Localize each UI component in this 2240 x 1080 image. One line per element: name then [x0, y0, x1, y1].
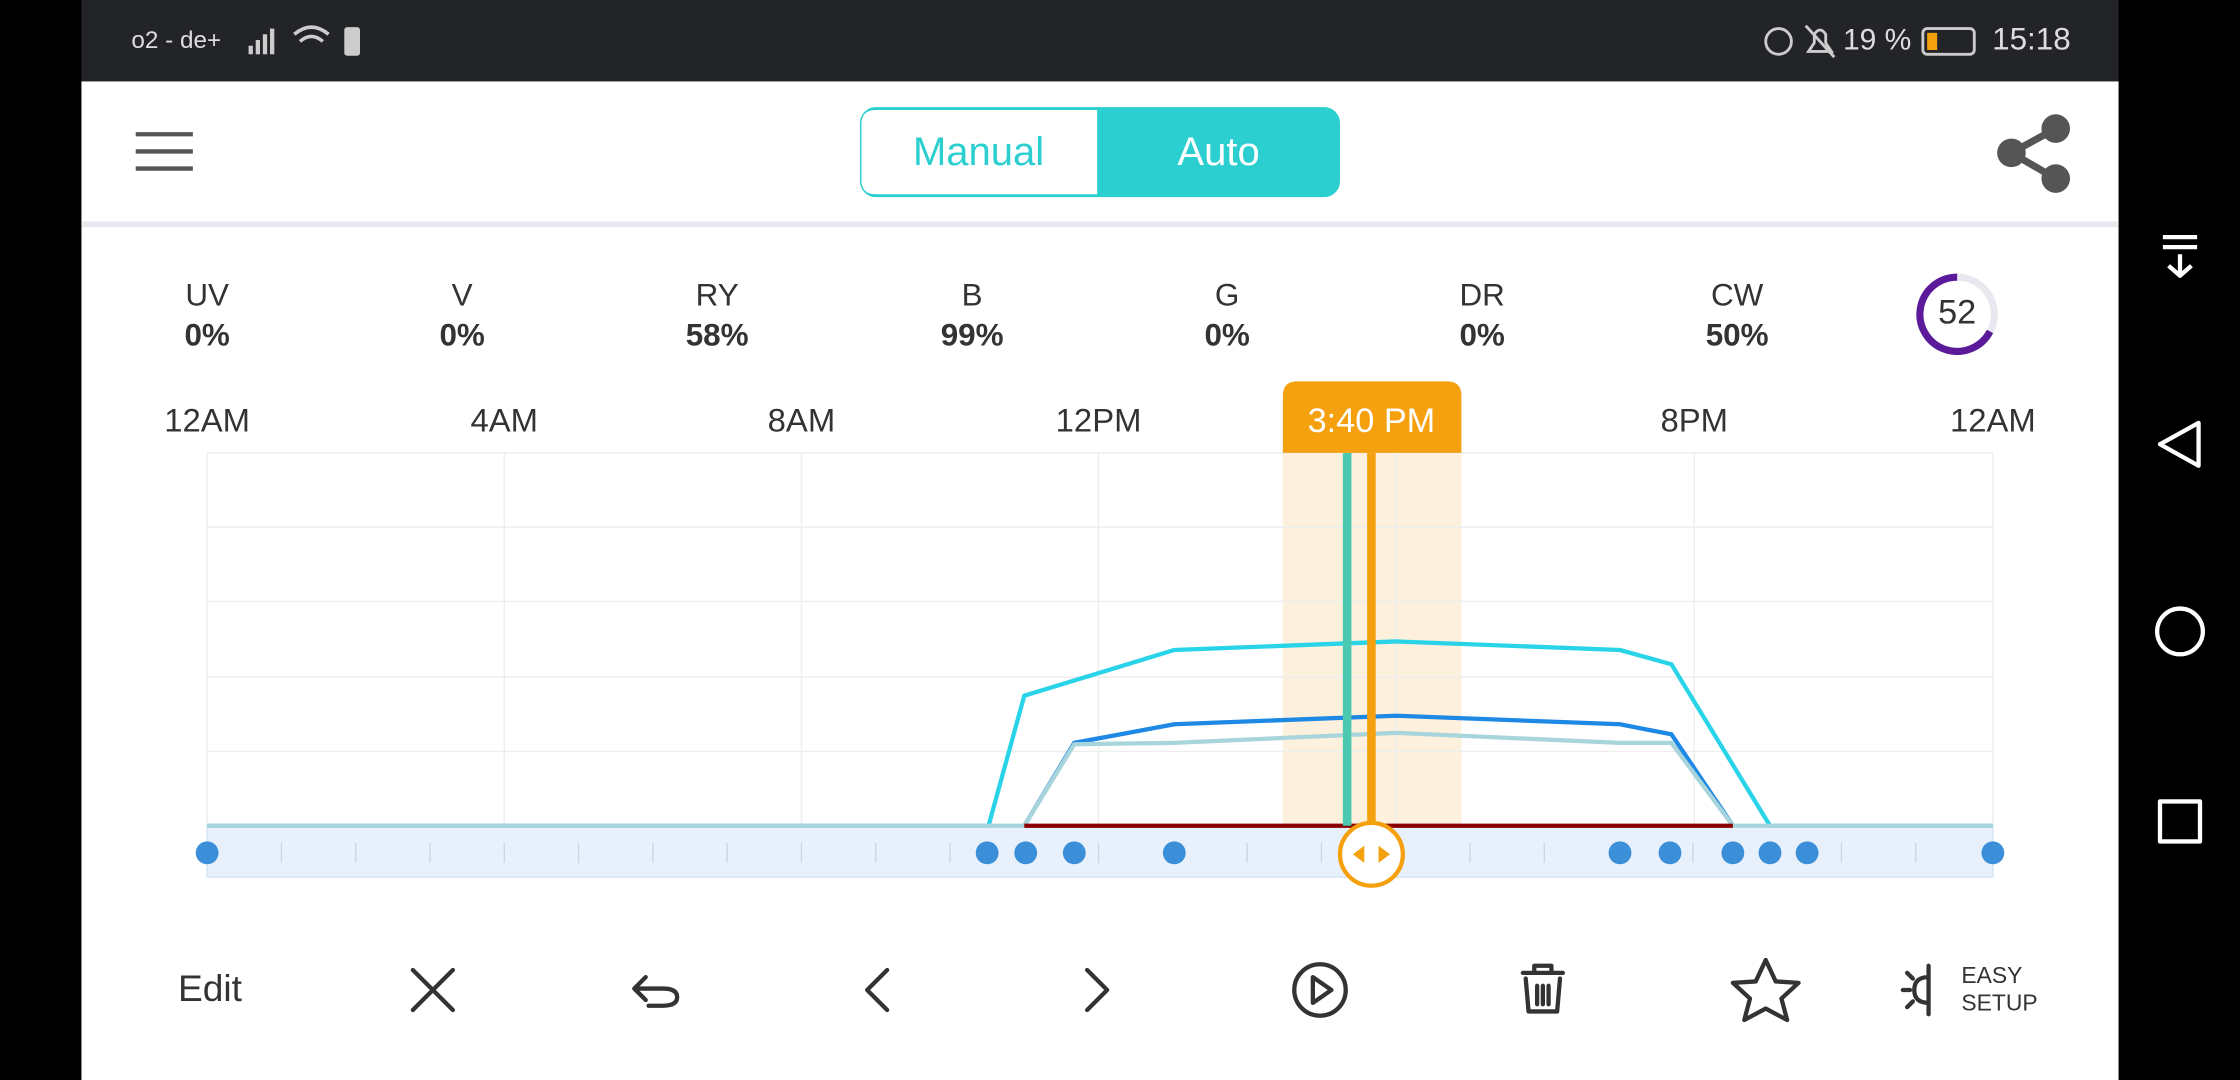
wifi-icon: [293, 25, 330, 43]
cursor-label: 3:40 PM: [1308, 402, 1436, 440]
battery-level: [1927, 32, 1938, 50]
favorite-button[interactable]: [1730, 957, 1801, 1023]
share-button[interactable]: [1997, 114, 2070, 193]
point: [1608, 841, 1632, 865]
cursor-label-bg: [1282, 381, 1462, 453]
time-label: 4AM: [471, 402, 539, 439]
point: [975, 841, 999, 865]
channel-value: 0%: [184, 317, 229, 352]
time-label: 12PM: [1056, 402, 1142, 439]
status-bar: [81, 0, 2119, 82]
point: [1014, 841, 1038, 865]
play-button[interactable]: [1292, 962, 1348, 1018]
notifications-button[interactable]: [2162, 235, 2198, 278]
channel-value: 0%: [1204, 317, 1249, 352]
menu-button[interactable]: [135, 132, 193, 171]
time-label: 8AM: [768, 402, 836, 439]
curve: [207, 639, 1993, 828]
time-label: 8PM: [1661, 402, 1729, 439]
channel-value: 0%: [1459, 317, 1504, 352]
gauge-value: 52: [1938, 293, 1976, 331]
edit-button[interactable]: Edit: [178, 967, 243, 1009]
delete-button[interactable]: [1520, 963, 1565, 1014]
channel-label: RY: [696, 277, 739, 312]
battery-icon: [1921, 27, 1976, 56]
channel-label: DR: [1459, 277, 1504, 312]
grid: [206, 452, 1994, 826]
point: [1721, 841, 1745, 865]
channels: UV 0% V 0% RY 58% B 99% G 0% DR 0% CW 50%: [184, 277, 1768, 352]
clock: 15:18: [1992, 22, 2071, 57]
signal-icon: [248, 28, 275, 55]
easy-setup-label[interactable]: EASY: [1961, 962, 2022, 988]
channel-value: 58%: [686, 317, 749, 352]
point: [1658, 841, 1682, 865]
channel-label: G: [1215, 277, 1239, 312]
divider: [81, 221, 2119, 228]
toggle-option[interactable]: Manual: [913, 130, 1044, 174]
recents-button[interactable]: [2157, 799, 2203, 844]
point: [195, 841, 219, 865]
point: [1758, 841, 1782, 865]
home-button[interactable]: [2155, 606, 2205, 657]
channel-value: 99%: [941, 317, 1004, 352]
channel-label: CW: [1711, 277, 1764, 312]
points: [195, 841, 2005, 865]
mute-icon: [1804, 24, 1836, 59]
undo-button[interactable]: [632, 975, 680, 1008]
handle-arrows: [1352, 845, 1390, 863]
channel-value: 0%: [439, 317, 484, 352]
channel-label: UV: [185, 277, 229, 312]
gauge-arc: [1916, 273, 1994, 355]
timeline-labels: 12AM 4AM 8AM 12PM 8PM 12AM: [164, 402, 2036, 439]
battery-percent: 19 %: [1843, 23, 1911, 56]
time-label: 12AM: [164, 402, 250, 439]
battery-alert-icon: [344, 27, 360, 56]
channel-value: 50%: [1706, 317, 1769, 352]
point: [1795, 841, 1819, 865]
close-button[interactable]: [410, 967, 456, 1013]
next-button[interactable]: [1085, 967, 1110, 1013]
time-label: 12AM: [1950, 402, 2036, 439]
cursor-handle[interactable]: [1337, 820, 1406, 888]
channel-label: B: [962, 277, 983, 312]
alarm-icon: [1764, 27, 1793, 56]
point: [1062, 841, 1086, 865]
app: [81, 81, 2119, 1080]
point: [1981, 841, 2005, 865]
prev-button[interactable]: [865, 967, 890, 1013]
manual-bg[interactable]: [861, 110, 1098, 195]
point: [1162, 841, 1186, 865]
toggle-option[interactable]: Auto: [1177, 130, 1259, 174]
carrier: o2 - de+: [131, 27, 221, 54]
channel-label: V: [452, 277, 473, 312]
back-button[interactable]: [2157, 420, 2201, 468]
curve: [207, 730, 1993, 828]
easy-setup-label[interactable]: SETUP: [1961, 989, 2037, 1015]
easy-setup-icon[interactable]: [1900, 963, 1931, 1017]
